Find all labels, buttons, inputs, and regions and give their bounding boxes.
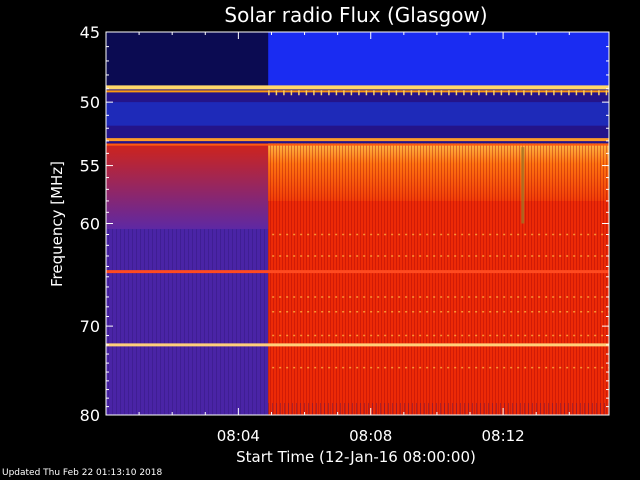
x-tick-label: 08:08 (349, 427, 392, 445)
x-axis: 08:04 08:08 08:12 (138, 32, 570, 445)
y-tick-label: 80 (80, 406, 100, 425)
pre-onset-texture (106, 229, 269, 415)
bottom-edge-row (268, 403, 609, 415)
y-axis: 45 50 55 60 70 80 (80, 23, 609, 425)
y-tick-label: 70 (80, 317, 100, 336)
x-axis-label: Start Time (12-Jan-16 08:00:00) (236, 448, 476, 466)
x-tick-label: 08:04 (217, 427, 260, 445)
spectrogram-plot (106, 32, 609, 415)
vertical-burst (521, 147, 525, 224)
y-tick-label: 45 (80, 23, 100, 42)
region-top-band-post (268, 32, 609, 86)
y-tick-label: 55 (80, 157, 100, 176)
post-onset-texture (268, 143, 609, 415)
y-tick-label: 50 (80, 93, 100, 112)
region-top-band-pre (106, 32, 269, 86)
mid-band-blue (106, 102, 609, 126)
pre-onset-red-zone (106, 143, 269, 230)
chart-title: Solar radio Flux (Glasgow) (224, 3, 487, 27)
y-axis-label: Frequency [MHz] (48, 161, 66, 287)
x-tick-label: 08:12 (481, 427, 524, 445)
updated-timestamp: Updated Thu Feb 22 01:13:10 2018 (2, 468, 163, 478)
y-tick-label: 60 (80, 215, 100, 234)
